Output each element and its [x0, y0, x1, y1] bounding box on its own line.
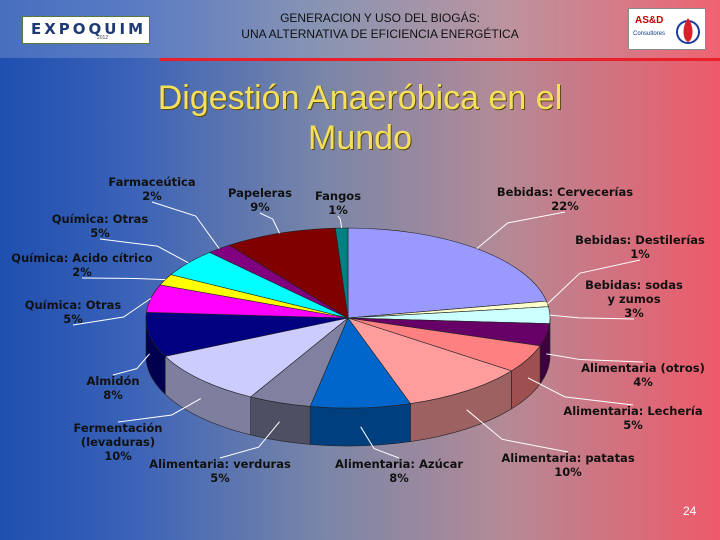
slice-label-line: Bebidas: Destilerías [575, 233, 705, 247]
slice-pct: 10% [104, 449, 132, 463]
slice-label-13: Farmaceútica 2% [108, 175, 195, 203]
slice-label-11: Química: Acido cítrico 2% [11, 251, 152, 279]
slice-pct: 3% [624, 306, 644, 320]
leader-line-12 [99, 238, 189, 264]
slice-label-line: Fangos [315, 189, 361, 203]
slice-pct: 8% [103, 388, 123, 402]
slice-pct: 4% [633, 375, 653, 389]
pie-slice-15 [334, 227, 349, 319]
header-title-line1: GENERACION Y USO DEL BIOGÁS: [280, 11, 480, 25]
slice-label-2: Bebidas: sodas y zumos 3% [585, 278, 683, 320]
slice-label-line: Alimentaria: Lechería [563, 404, 702, 418]
slice-label-line: Alimentaria (otros) [581, 361, 705, 375]
leader-line-2 [549, 314, 635, 320]
slice-label-9: Almidón 8% [86, 374, 139, 402]
slice-label-line: y zumos [607, 292, 660, 306]
slice-label-line: Bebidas: Cervecerías [497, 185, 633, 199]
slice-label-5: Alimentaria: patatas 10% [501, 451, 634, 479]
logo-left-text: EXPOQUIM [31, 20, 146, 38]
asd-logo: AS&D Consultores [628, 8, 706, 50]
pie-slice-6 [309, 317, 411, 409]
logo-right-name: AS&D [635, 15, 664, 26]
leader-line-8 [117, 398, 201, 423]
leader-line-15 [337, 215, 343, 229]
slice-label-10: Química: Otras 5% [25, 298, 122, 326]
flame-icon [676, 18, 700, 44]
pie-labels: Bebidas: Cervecerías 22% Bebidas: Destiler… [11, 175, 705, 485]
pie-slice-9 [145, 312, 349, 357]
slice-label-line: Farmaceútica [108, 175, 195, 189]
pie-tops [145, 227, 551, 409]
slice-pct: 2% [72, 265, 92, 279]
slice-pct: 5% [210, 471, 230, 485]
slice-label-line: Alimentaria: verduras [149, 457, 291, 471]
leader-line-6 [360, 426, 400, 459]
header-title: GENERACION Y USO DEL BIOGÁS: UNA ALTERNA… [200, 10, 560, 42]
slice-pct: 9% [250, 200, 270, 214]
slice-label-3: Alimentaria (otros) 4% [581, 361, 705, 389]
slide-title-line2: Mundo [308, 119, 412, 157]
leader-line-11 [81, 277, 166, 281]
pie-slice-8 [164, 317, 349, 398]
header-title-line2: UNA ALTERNATIVA DE EFICIENCIA ENERGÉTICA [241, 27, 519, 41]
page-number: 24 [683, 504, 697, 518]
leader-line-1 [547, 259, 641, 305]
leader-line-13 [151, 201, 220, 249]
slice-label-line: Fermentación [74, 421, 163, 435]
slice-label-line: Papeleras [228, 186, 292, 200]
slice-label-0: Bebidas: Cervecerías 22% [497, 185, 633, 213]
slice-label-line: Química: Otras [25, 298, 122, 312]
slice-pct: 5% [90, 226, 110, 240]
slice-label-line: Alimentaria: patatas [501, 451, 634, 465]
leader-line-4 [527, 377, 634, 406]
slice-pct: 5% [623, 418, 643, 432]
slice-label-15: Fangos 1% [315, 189, 361, 217]
slice-pct: 2% [142, 189, 162, 203]
leader-line-9 [112, 353, 150, 376]
slice-label-line: Almidón [86, 374, 139, 388]
slice-label-7: Alimentaria: verduras 5% [149, 457, 291, 485]
leader-line-7 [219, 421, 280, 459]
slice-label-1: Bebidas: Destilerías 1% [575, 233, 705, 261]
expoquim-logo: EXPOQUIM 2012 [22, 16, 150, 44]
logo-left-sub: 2012 [97, 35, 109, 41]
slice-label-14: Papeleras 9% [228, 186, 292, 214]
slide-title-line1: Digestión Anaeróbica en el [157, 79, 563, 117]
pie-side-6 [309, 403, 411, 447]
slide-title: Digestión Anaeróbica en el Mundo [100, 78, 620, 158]
pie-leaders [72, 201, 644, 459]
slice-label-line: Bebidas: sodas [585, 278, 683, 292]
leader-line-5 [466, 409, 569, 453]
slice-pct: 10% [554, 465, 582, 479]
slice-pct: 1% [328, 203, 348, 217]
leader-line-3 [546, 353, 644, 363]
slice-label-line: Química: Otras [52, 212, 149, 226]
slice-label-line: (levaduras) [81, 435, 155, 449]
slice-label-6: Alimentaria: Azúcar 8% [335, 457, 463, 485]
slice-pct: 5% [63, 312, 83, 326]
slice-label-4: Alimentaria: Lechería 5% [563, 404, 702, 432]
logo-right-sub: Consultores [633, 31, 666, 37]
slice-pct: 1% [630, 247, 650, 261]
slice-label-12: Química: Otras 5% [52, 212, 149, 240]
slice-pct: 22% [551, 199, 579, 213]
slice-label-line: Química: Acido cítrico [11, 251, 152, 265]
slice-label-line: Alimentaria: Azúcar [335, 457, 463, 471]
slice-pct: 8% [389, 471, 409, 485]
slice-label-8: Fermentación (levaduras) 10% [74, 421, 163, 463]
leader-line-0 [476, 211, 566, 250]
pie-slice-5 [347, 317, 513, 404]
header-accent-line [160, 58, 720, 61]
leader-line-10 [72, 297, 152, 326]
leader-line-14 [259, 212, 281, 234]
